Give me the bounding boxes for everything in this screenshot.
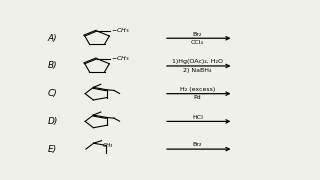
Text: C): C) bbox=[47, 89, 57, 98]
Text: H₂ (excess): H₂ (excess) bbox=[180, 87, 215, 92]
Text: CCl₄: CCl₄ bbox=[191, 40, 204, 45]
Text: $-CH_3$: $-CH_3$ bbox=[111, 54, 129, 63]
Text: Br₂: Br₂ bbox=[193, 31, 202, 37]
Text: Br₂: Br₂ bbox=[193, 142, 202, 147]
Text: 2) NaBH₄: 2) NaBH₄ bbox=[183, 68, 212, 73]
Text: E): E) bbox=[47, 145, 57, 154]
Text: HCl: HCl bbox=[192, 115, 203, 120]
Text: 1)Hg(OAc)₂, H₂O: 1)Hg(OAc)₂, H₂O bbox=[172, 59, 223, 64]
Text: $CH_3$: $CH_3$ bbox=[102, 141, 114, 150]
Text: A): A) bbox=[47, 34, 57, 43]
Text: Pd: Pd bbox=[194, 95, 201, 100]
Text: $-CH_3$: $-CH_3$ bbox=[111, 27, 129, 35]
Text: D): D) bbox=[47, 117, 58, 126]
Text: B): B) bbox=[47, 61, 57, 70]
